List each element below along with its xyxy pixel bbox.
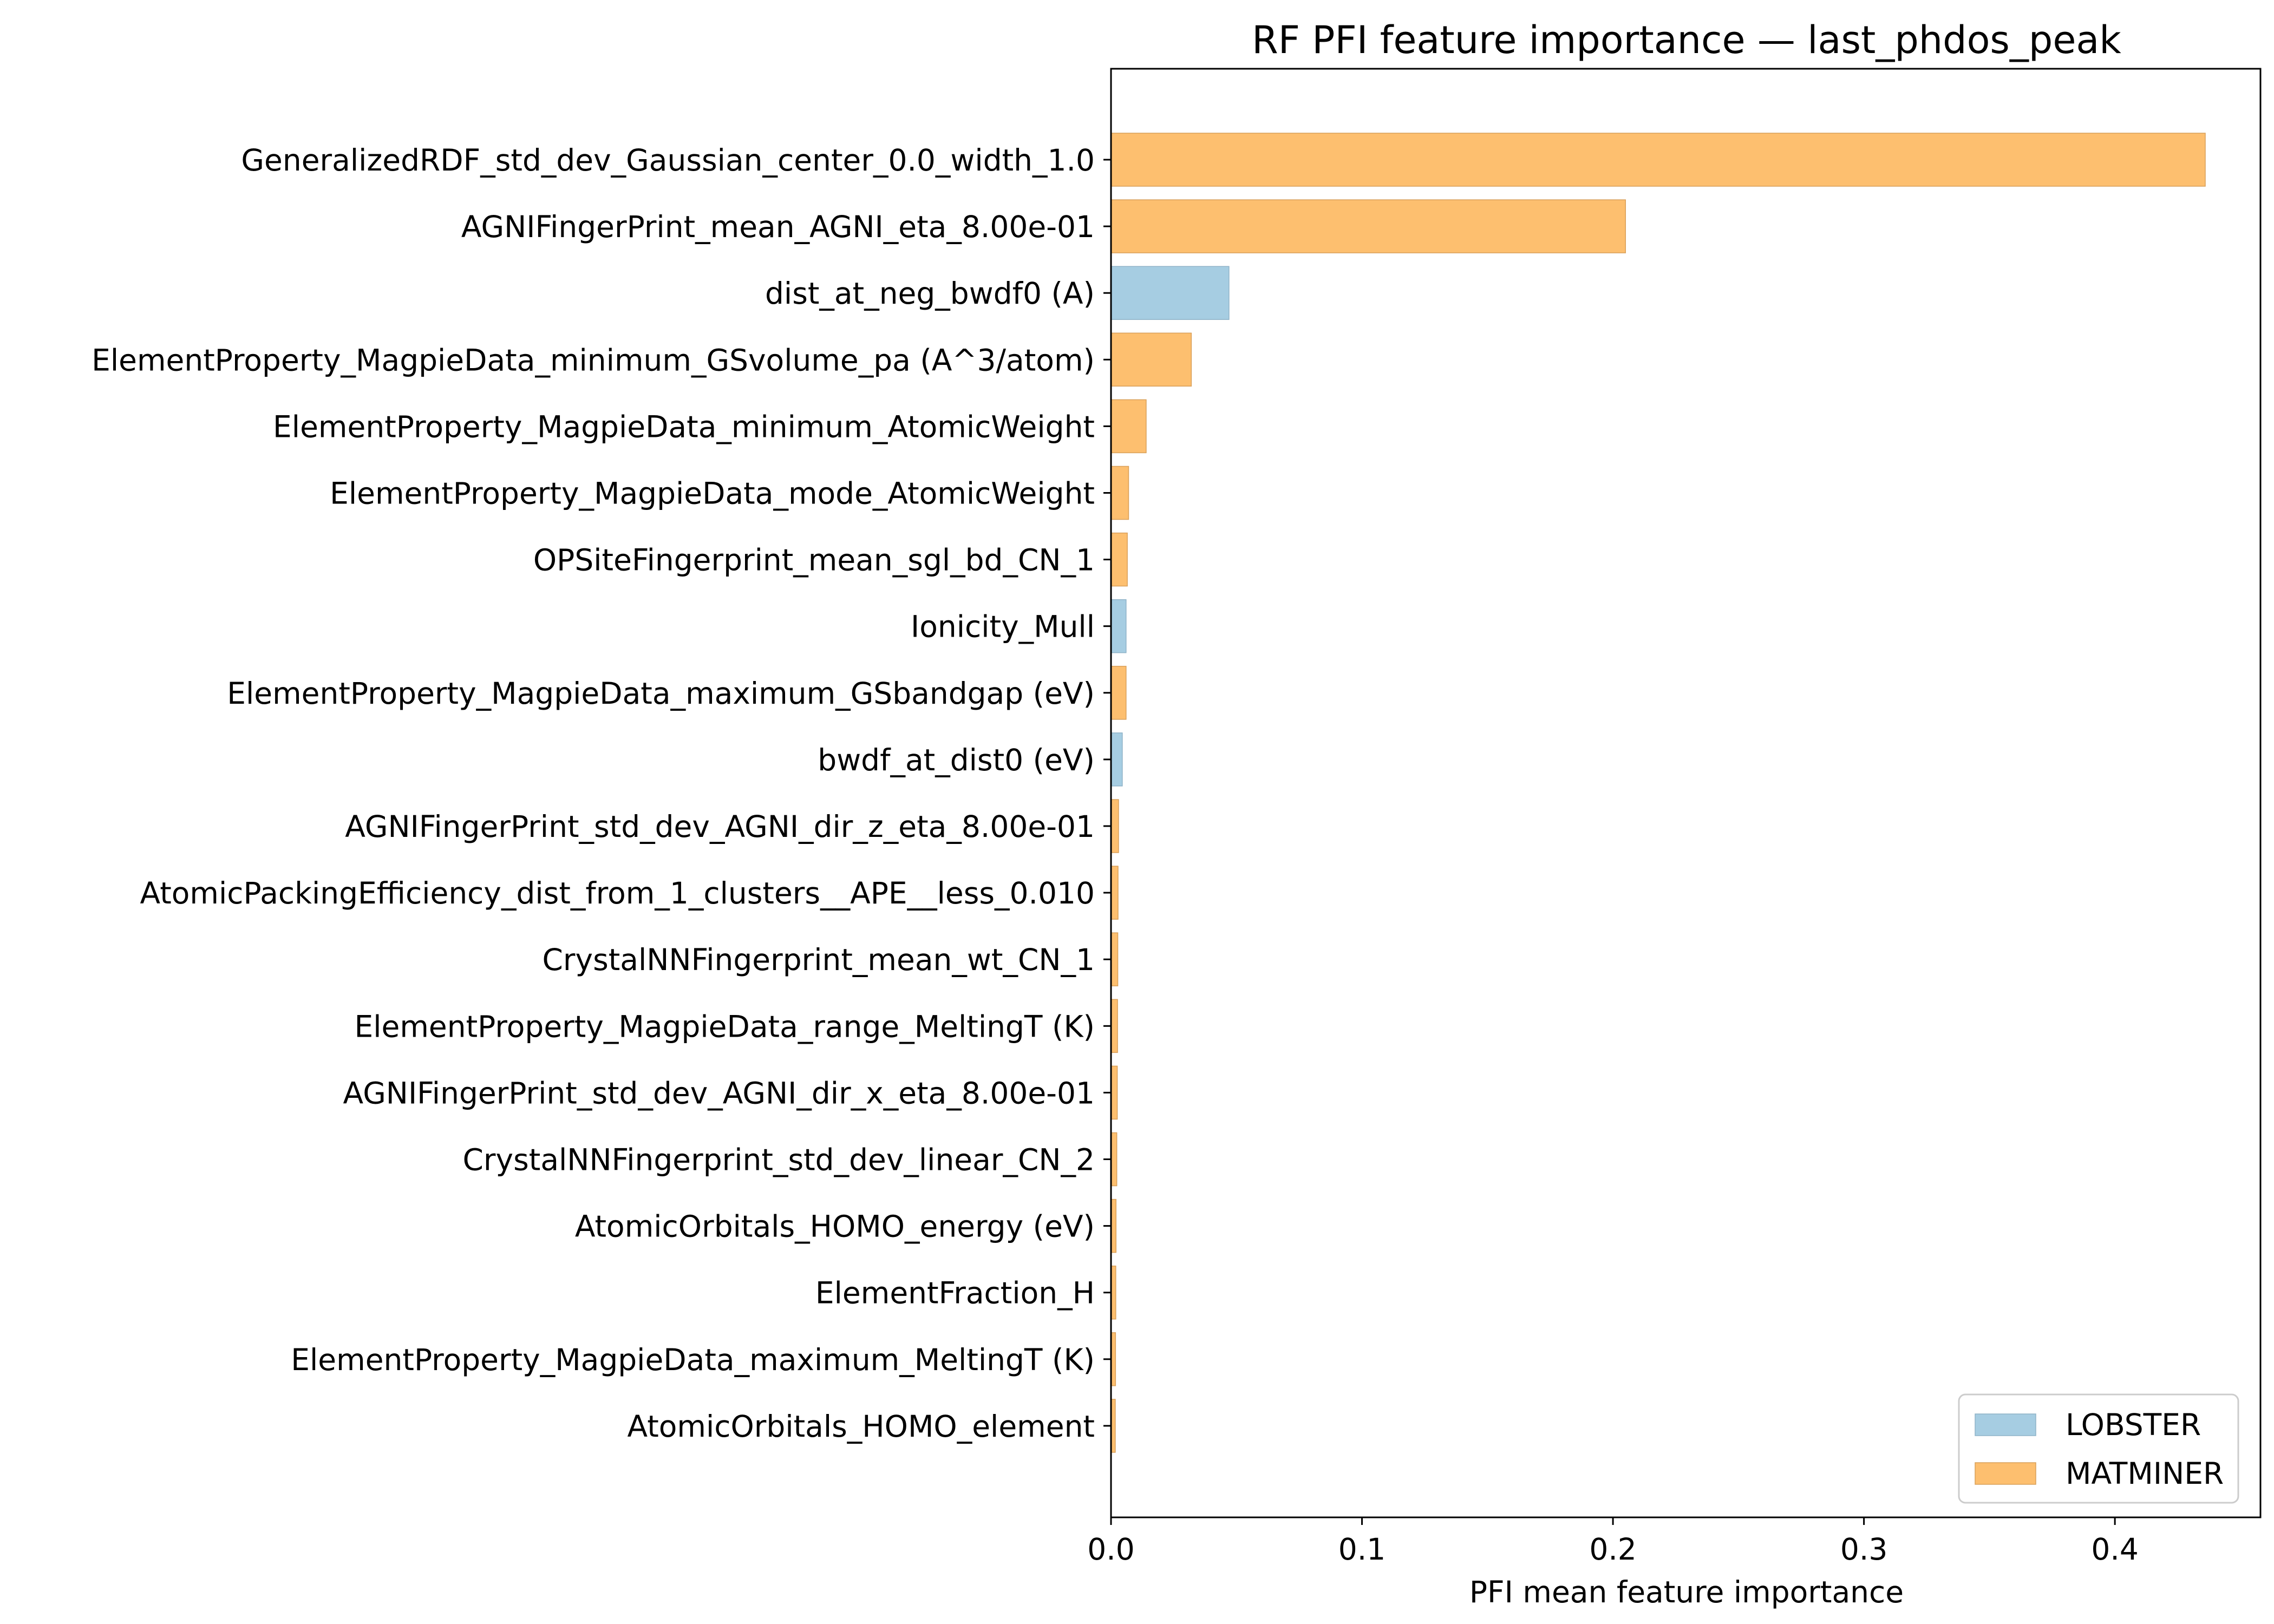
chart-title: RF PFI feature importance — last_phdos_p… <box>1252 18 2121 62</box>
x-tick-label-2: 0.1 <box>1338 1532 1386 1567</box>
bar-4 <box>1110 332 1192 387</box>
x-tick-label-5: 0.4 <box>2091 1532 2138 1567</box>
bars-layer <box>1110 133 2206 1453</box>
category-label-11: AGNIFingerPrint_std_dev_AGNI_dir_z_eta_8… <box>345 809 1095 844</box>
category-label-4: ElementProperty_MagpieData_minimum_GSvol… <box>92 343 1095 377</box>
bar-15 <box>1110 1065 1118 1120</box>
category-label-13: CrystalNNFingerprint_mean_wt_CN_1 <box>543 942 1095 977</box>
category-label-18: ElementFraction_H <box>815 1276 1095 1311</box>
category-label-2: AGNIFingerPrint_mean_AGNI_eta_8.00e-01 <box>461 209 1095 244</box>
category-label-8: Ionicity_Mull <box>911 610 1095 644</box>
x-axis-label: PFI mean feature importance <box>1469 1575 1904 1609</box>
legend-label-matminer: MATMINER <box>2066 1456 2224 1491</box>
category-label-20: AtomicOrbitals_HOMO_element <box>628 1409 1095 1444</box>
bar-1 <box>1110 133 2206 187</box>
bar-10 <box>1110 732 1123 787</box>
category-labels: GeneralizedRDF_std_dev_Gaussian_center_0… <box>92 143 1111 1444</box>
category-label-14: ElementProperty_MagpieData_range_Melting… <box>354 1009 1095 1044</box>
bar-5 <box>1110 399 1147 454</box>
category-label-7: OPSiteFingerprint_mean_sgl_bd_CN_1 <box>533 543 1095 578</box>
category-label-12: AtomicPackingEfficiency_dist_from_1_clus… <box>140 876 1095 911</box>
x-tick-label-1: 0.0 <box>1087 1532 1134 1567</box>
legend-swatch-matminer <box>1975 1462 2036 1485</box>
legend: LOBSTER MATMINER <box>1958 1393 2239 1504</box>
category-label-10: bwdf_at_dist0 (eV) <box>818 743 1095 777</box>
bar-9 <box>1110 666 1127 720</box>
bar-8 <box>1110 599 1127 653</box>
category-label-6: ElementProperty_MagpieData_mode_AtomicWe… <box>330 476 1095 511</box>
category-label-17: AtomicOrbitals_HOMO_energy (eV) <box>575 1209 1095 1244</box>
bar-6 <box>1110 466 1129 520</box>
bar-7 <box>1110 532 1128 587</box>
category-label-19: ElementProperty_MagpieData_maximum_Melti… <box>291 1343 1095 1377</box>
bar-11 <box>1110 799 1119 853</box>
bar-14 <box>1110 999 1118 1053</box>
category-label-9: ElementProperty_MagpieData_maximum_GSban… <box>227 676 1095 711</box>
x-axis-ticks: 0.0 0.1 0.2 0.3 0.4 <box>1087 1517 2139 1567</box>
bar-2 <box>1110 199 1626 253</box>
x-tick-label-4: 0.3 <box>1840 1532 1887 1567</box>
category-label-16: CrystalNNFingerprint_std_dev_linear_CN_2 <box>463 1143 1095 1177</box>
bar-12 <box>1110 866 1119 920</box>
category-label-15: AGNIFingerPrint_std_dev_AGNI_dir_x_eta_8… <box>343 1076 1095 1110</box>
category-label-3: dist_at_neg_bwdf0 (A) <box>765 276 1095 311</box>
bar-3 <box>1110 266 1230 320</box>
category-label-5: ElementProperty_MagpieData_minimum_Atomi… <box>273 409 1095 444</box>
bar-13 <box>1110 932 1119 986</box>
category-label-1: GeneralizedRDF_std_dev_Gaussian_center_0… <box>241 143 1095 178</box>
legend-label-lobster: LOBSTER <box>2066 1407 2201 1442</box>
plot-frame <box>1110 68 2262 1518</box>
x-tick-label-3: 0.2 <box>1589 1532 1636 1567</box>
legend-swatch-lobster <box>1975 1413 2036 1436</box>
bar-16 <box>1110 1132 1118 1187</box>
